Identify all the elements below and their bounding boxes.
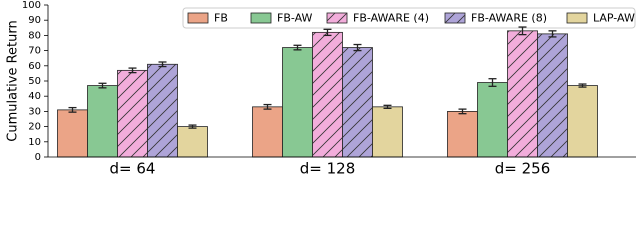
chart: Cumulative Return 0 10 20 30 40 50 60 70 80 90 100… [6,0,636,178]
legend-swatch [187,12,209,24]
x-tick-label: d= 64 [110,160,156,178]
bar [537,33,568,158]
y-tick-label: 90 [28,15,41,26]
bar [312,31,343,158]
x-tick-label: d= 128 [300,160,356,178]
legend-hatch [445,13,465,23]
legend-label: LAP-AW [593,12,635,25]
y-tick-label: 80 [28,30,41,41]
legend-label: FB-AWARE (8) [471,12,547,25]
bar [507,30,538,158]
bar [342,47,373,158]
bar [372,106,403,158]
y-tick-label: 20 [28,122,41,133]
y-tick-label: 100 [22,0,41,11]
y-tick-label: 30 [28,106,41,117]
legend-label: FB [214,12,228,25]
bar [567,85,598,158]
y-tick-label: 70 [28,46,41,57]
y-tick-label: 60 [28,61,41,72]
legend-label: FB-AW [277,12,313,25]
bar [477,82,508,158]
y-tick-label: 0 [35,152,41,163]
y-axis-label: Cumulative Return [6,20,21,141]
y-tick-label: 40 [28,91,41,102]
bar [282,47,313,158]
bar [177,126,208,158]
y-tick-label: 50 [28,76,41,87]
bar [57,109,88,158]
bar [252,106,283,158]
bar [117,69,148,158]
bar [447,111,478,158]
legend-hatch [327,13,347,23]
x-tick-label: d= 256 [495,160,551,178]
legend-swatch [250,12,272,24]
bar [147,63,178,158]
bar [87,85,118,158]
y-tick-label: 10 [28,137,41,148]
legend-label: FB-AWARE (4) [353,12,429,25]
legend-box [182,7,636,29]
legend-swatch [566,12,588,24]
